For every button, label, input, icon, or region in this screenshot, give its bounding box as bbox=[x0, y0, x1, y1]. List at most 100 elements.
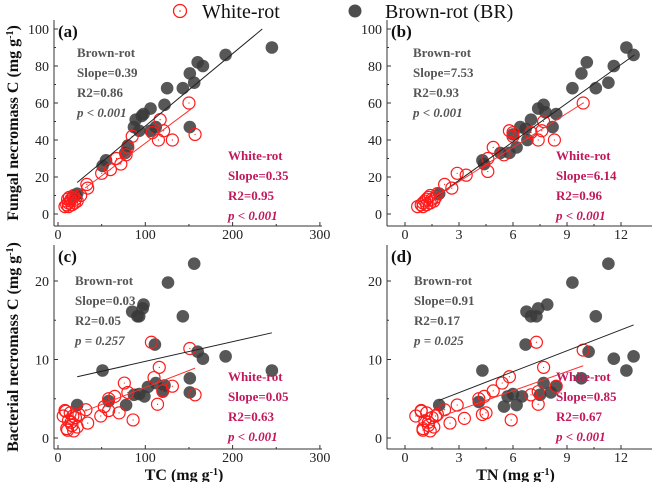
white-rot-point bbox=[97, 400, 111, 414]
white-rot-point-dot bbox=[436, 193, 438, 195]
brown-rot-point bbox=[187, 76, 201, 89]
y-axis-label: Fungal necromass C (mg g-1) bbox=[5, 25, 23, 221]
white-rot-point-dot bbox=[512, 135, 514, 137]
white-rot-point bbox=[61, 423, 75, 437]
white-rot-point-dot bbox=[456, 404, 458, 406]
brown-rot-point bbox=[519, 338, 532, 351]
white-rot-point-dot bbox=[501, 382, 503, 384]
white-rot-stats-r-squared: R2=0.95 bbox=[228, 188, 275, 203]
white-rot-point bbox=[529, 335, 544, 349]
x-tick-label: 200 bbox=[222, 451, 243, 466]
white-rot-point bbox=[183, 341, 197, 356]
white-rot-point bbox=[481, 164, 495, 179]
white-rot-point bbox=[72, 407, 86, 422]
white-rot-point-dot bbox=[431, 198, 433, 200]
white-rot-point-dot bbox=[508, 376, 510, 378]
brown-rot-point bbox=[156, 385, 170, 398]
white-rot-point-dot bbox=[444, 409, 446, 411]
white-rot-point-dot bbox=[76, 426, 78, 428]
brown-rot-point bbox=[119, 398, 133, 412]
brown-rot-point bbox=[148, 338, 162, 351]
white-rot-point bbox=[112, 406, 126, 420]
white-rot-point-dot bbox=[487, 157, 489, 160]
white-rot-stats-title: White-rot bbox=[228, 369, 283, 384]
brown-rot-point bbox=[501, 390, 514, 403]
x-tick-label: 200 bbox=[222, 228, 243, 243]
x-tick-label: 100 bbox=[135, 228, 156, 243]
brown-rot-point bbox=[544, 386, 558, 399]
brown-rot-stats-r-squared: R2=0.86 bbox=[77, 85, 124, 100]
white-rot-point bbox=[430, 407, 444, 422]
white-rot-point-dot bbox=[537, 139, 539, 141]
white-rot-point bbox=[535, 124, 549, 138]
y-tick-label: 10 bbox=[35, 354, 49, 369]
white-rot-point bbox=[188, 127, 202, 142]
white-rot-point-dot bbox=[433, 200, 435, 202]
white-rot-point bbox=[117, 376, 131, 390]
white-rot-point-dot bbox=[422, 429, 424, 431]
panel-d: 0 3 6 9 12 0 10 20 (d) TN (mg g-1) Brown-rot Slope=… bbox=[368, 245, 652, 482]
brown-rot-stats-r-squared: R2=0.17 bbox=[414, 313, 461, 328]
x-axis-label-suffix: ) bbox=[218, 467, 223, 482]
panel-label: (a) bbox=[58, 22, 78, 41]
white-rot-point-dot bbox=[87, 422, 89, 424]
legend-white-rot-marker-dot bbox=[179, 10, 181, 12]
y-axis-label-text: Bacterial necromass C (mg g bbox=[5, 256, 22, 452]
white-rot-point-dot bbox=[503, 154, 505, 156]
x-tick-label: 3 bbox=[456, 228, 463, 243]
x-tick-label: 300 bbox=[309, 451, 330, 466]
y-axis-label-text: Fungal necromass C (mg g bbox=[5, 39, 22, 221]
brown-rot-point bbox=[138, 390, 151, 403]
white-rot-point-dot bbox=[127, 146, 129, 148]
x-tick-label: 0 bbox=[402, 228, 409, 243]
brown-rot-point bbox=[219, 350, 232, 363]
white-rot-point-dot bbox=[492, 146, 494, 148]
y-tick-label: 40 bbox=[368, 134, 382, 149]
white-rot-point bbox=[182, 96, 196, 110]
white-rot-point bbox=[443, 416, 457, 430]
white-rot-point-dot bbox=[427, 421, 429, 423]
white-rot-point bbox=[536, 360, 551, 374]
white-rot-point bbox=[438, 403, 452, 417]
white-rot-point-dot bbox=[415, 415, 417, 417]
white-rot-stats-p-value: p < 0.001 bbox=[555, 208, 606, 223]
x-tick-label: 6 bbox=[510, 451, 517, 466]
brown-rot-point bbox=[158, 98, 171, 112]
white-rot-point bbox=[576, 96, 590, 110]
white-rot-point bbox=[188, 388, 202, 402]
panel-c: 0 100 200 300 0 10 20 (c) Bacterial necromass C … bbox=[5, 242, 331, 482]
white-rot-point-dot bbox=[436, 413, 438, 416]
white-rot-point-dot bbox=[120, 163, 122, 165]
legend-white-rot-label: White-rot bbox=[202, 1, 280, 23]
brown-rot-stats-slope: Slope=0.91 bbox=[414, 293, 475, 308]
white-rot-point bbox=[414, 404, 428, 418]
y-axis-label-suffix: ) bbox=[5, 25, 22, 30]
white-rot-point-dot bbox=[157, 139, 159, 141]
y-tick-label: 0 bbox=[375, 432, 382, 447]
white-rot-point-dot bbox=[537, 391, 539, 393]
y-axis-label-superscript: -1 bbox=[5, 247, 16, 255]
brown-rot-point bbox=[575, 67, 588, 80]
brown-rot-point bbox=[161, 276, 175, 289]
panel-a: 0 100 200 300 0 20 40 60 80 100 (a) Fungal necromas… bbox=[5, 20, 330, 243]
white-rot-point-dot bbox=[162, 390, 164, 392]
white-rot-point bbox=[497, 148, 511, 162]
y-axis-label-suffix: ) bbox=[5, 242, 22, 247]
white-rot-point bbox=[445, 181, 459, 195]
brown-rot-stats-r-squared: R2=0.05 bbox=[75, 313, 122, 328]
brown-rot-point bbox=[575, 372, 588, 385]
x-axis-label: TN (mg g-1) bbox=[476, 467, 555, 482]
brown-rot-point bbox=[196, 59, 210, 73]
brown-rot-point bbox=[476, 364, 489, 377]
white-rot-point bbox=[126, 413, 140, 427]
white-rot-point-dot bbox=[535, 341, 538, 343]
white-rot-point bbox=[150, 397, 165, 411]
white-rot-stats-title: White-rot bbox=[228, 148, 283, 163]
brown-rot-point bbox=[549, 107, 563, 121]
white-rot-point-dot bbox=[478, 398, 480, 400]
white-rot-point-dot bbox=[512, 132, 514, 134]
white-rot-point-dot bbox=[72, 415, 74, 417]
x-tick-label: 6 bbox=[510, 228, 517, 243]
x-axis-label-suffix: ) bbox=[549, 467, 554, 482]
